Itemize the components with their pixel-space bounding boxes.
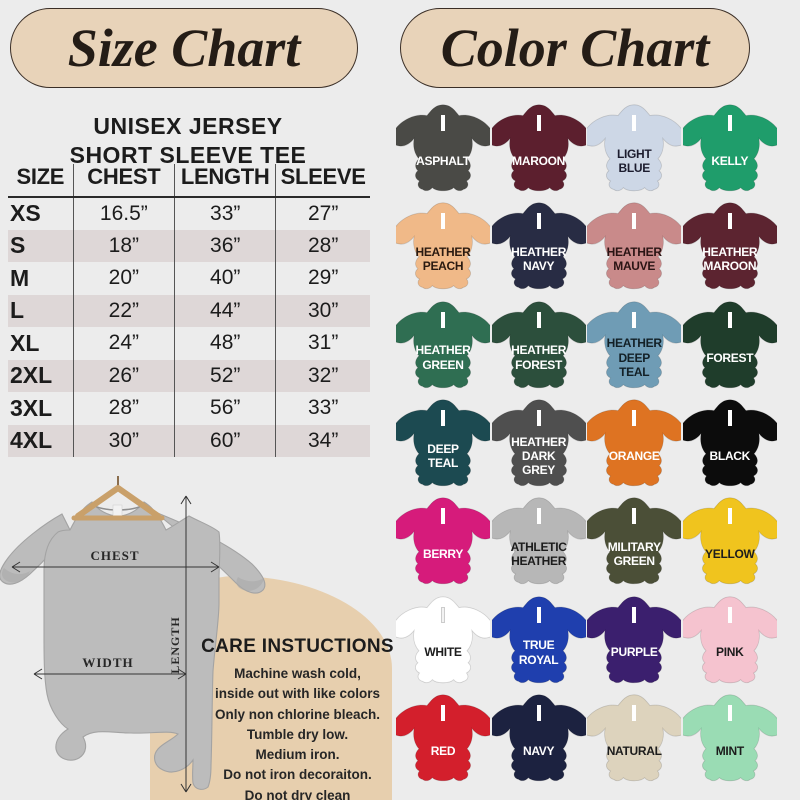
- svg-text:CHEST: CHEST: [90, 548, 139, 563]
- svg-text:WIDTH: WIDTH: [82, 655, 133, 670]
